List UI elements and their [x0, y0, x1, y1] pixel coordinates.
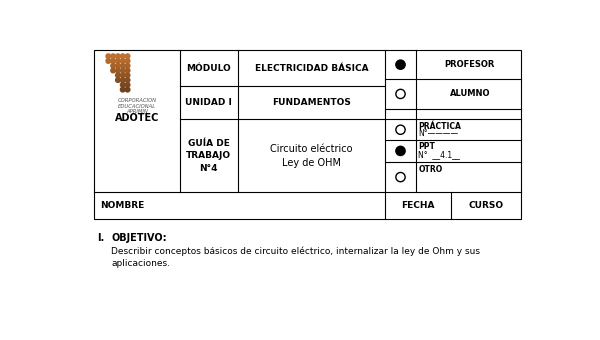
Circle shape: [121, 87, 125, 92]
Circle shape: [106, 54, 110, 58]
Text: OBJETIVO:: OBJETIVO:: [112, 233, 167, 243]
Circle shape: [111, 68, 115, 73]
Circle shape: [125, 73, 130, 78]
Text: I.: I.: [97, 233, 104, 243]
Circle shape: [121, 54, 125, 58]
Circle shape: [125, 68, 130, 73]
Circle shape: [116, 64, 120, 68]
Text: N°————: N°————: [418, 129, 458, 138]
Circle shape: [111, 59, 115, 63]
Text: ELECTRICIDAD BÁSICA: ELECTRICIDAD BÁSICA: [254, 64, 368, 73]
Text: GUÍA DE
TRABAJO
N°4: GUÍA DE TRABAJO N°4: [186, 139, 231, 173]
Circle shape: [125, 83, 130, 87]
Circle shape: [396, 172, 405, 182]
Circle shape: [125, 59, 130, 63]
Circle shape: [116, 59, 120, 63]
Circle shape: [121, 64, 125, 68]
Circle shape: [121, 83, 125, 87]
Circle shape: [121, 59, 125, 63]
Text: PRÁCTICA: PRÁCTICA: [418, 122, 461, 131]
Text: FECHA: FECHA: [401, 202, 434, 210]
Circle shape: [106, 59, 110, 63]
Text: MÓDULO: MÓDULO: [187, 64, 231, 73]
Circle shape: [396, 146, 405, 155]
Circle shape: [125, 78, 130, 82]
Text: Circuito eléctrico
Ley de OHM: Circuito eléctrico Ley de OHM: [270, 143, 353, 168]
Bar: [94, 50, 521, 219]
Circle shape: [116, 54, 120, 58]
Text: ALUMNO: ALUMNO: [449, 89, 490, 99]
Circle shape: [125, 87, 130, 92]
Text: OTRO: OTRO: [418, 165, 443, 174]
Text: N°  __4.1__: N° __4.1__: [418, 150, 460, 159]
Circle shape: [125, 54, 130, 58]
Circle shape: [396, 125, 405, 134]
Text: NOMBRE: NOMBRE: [101, 202, 145, 210]
Text: Describir conceptos básicos de circuito eléctrico, internalizar la ley de Ohm y : Describir conceptos básicos de circuito …: [112, 246, 481, 268]
Circle shape: [121, 68, 125, 73]
Circle shape: [125, 64, 130, 68]
Circle shape: [121, 78, 125, 82]
Text: PROFESOR: PROFESOR: [445, 60, 495, 69]
Circle shape: [396, 89, 405, 99]
Circle shape: [116, 68, 120, 73]
Circle shape: [111, 64, 115, 68]
Text: UNIDAD I: UNIDAD I: [185, 98, 232, 107]
Text: FUNDAMENTOS: FUNDAMENTOS: [272, 98, 351, 107]
Text: CORPORACION
EDUCACIONAL
APRIMIN: CORPORACION EDUCACIONAL APRIMIN: [118, 98, 157, 114]
Text: PPT: PPT: [418, 142, 435, 151]
Circle shape: [396, 60, 405, 69]
Text: ADOTEC: ADOTEC: [115, 113, 159, 123]
Circle shape: [116, 78, 120, 82]
Circle shape: [121, 73, 125, 78]
Text: CURSO: CURSO: [468, 202, 503, 210]
Circle shape: [116, 73, 120, 78]
Circle shape: [111, 54, 115, 58]
